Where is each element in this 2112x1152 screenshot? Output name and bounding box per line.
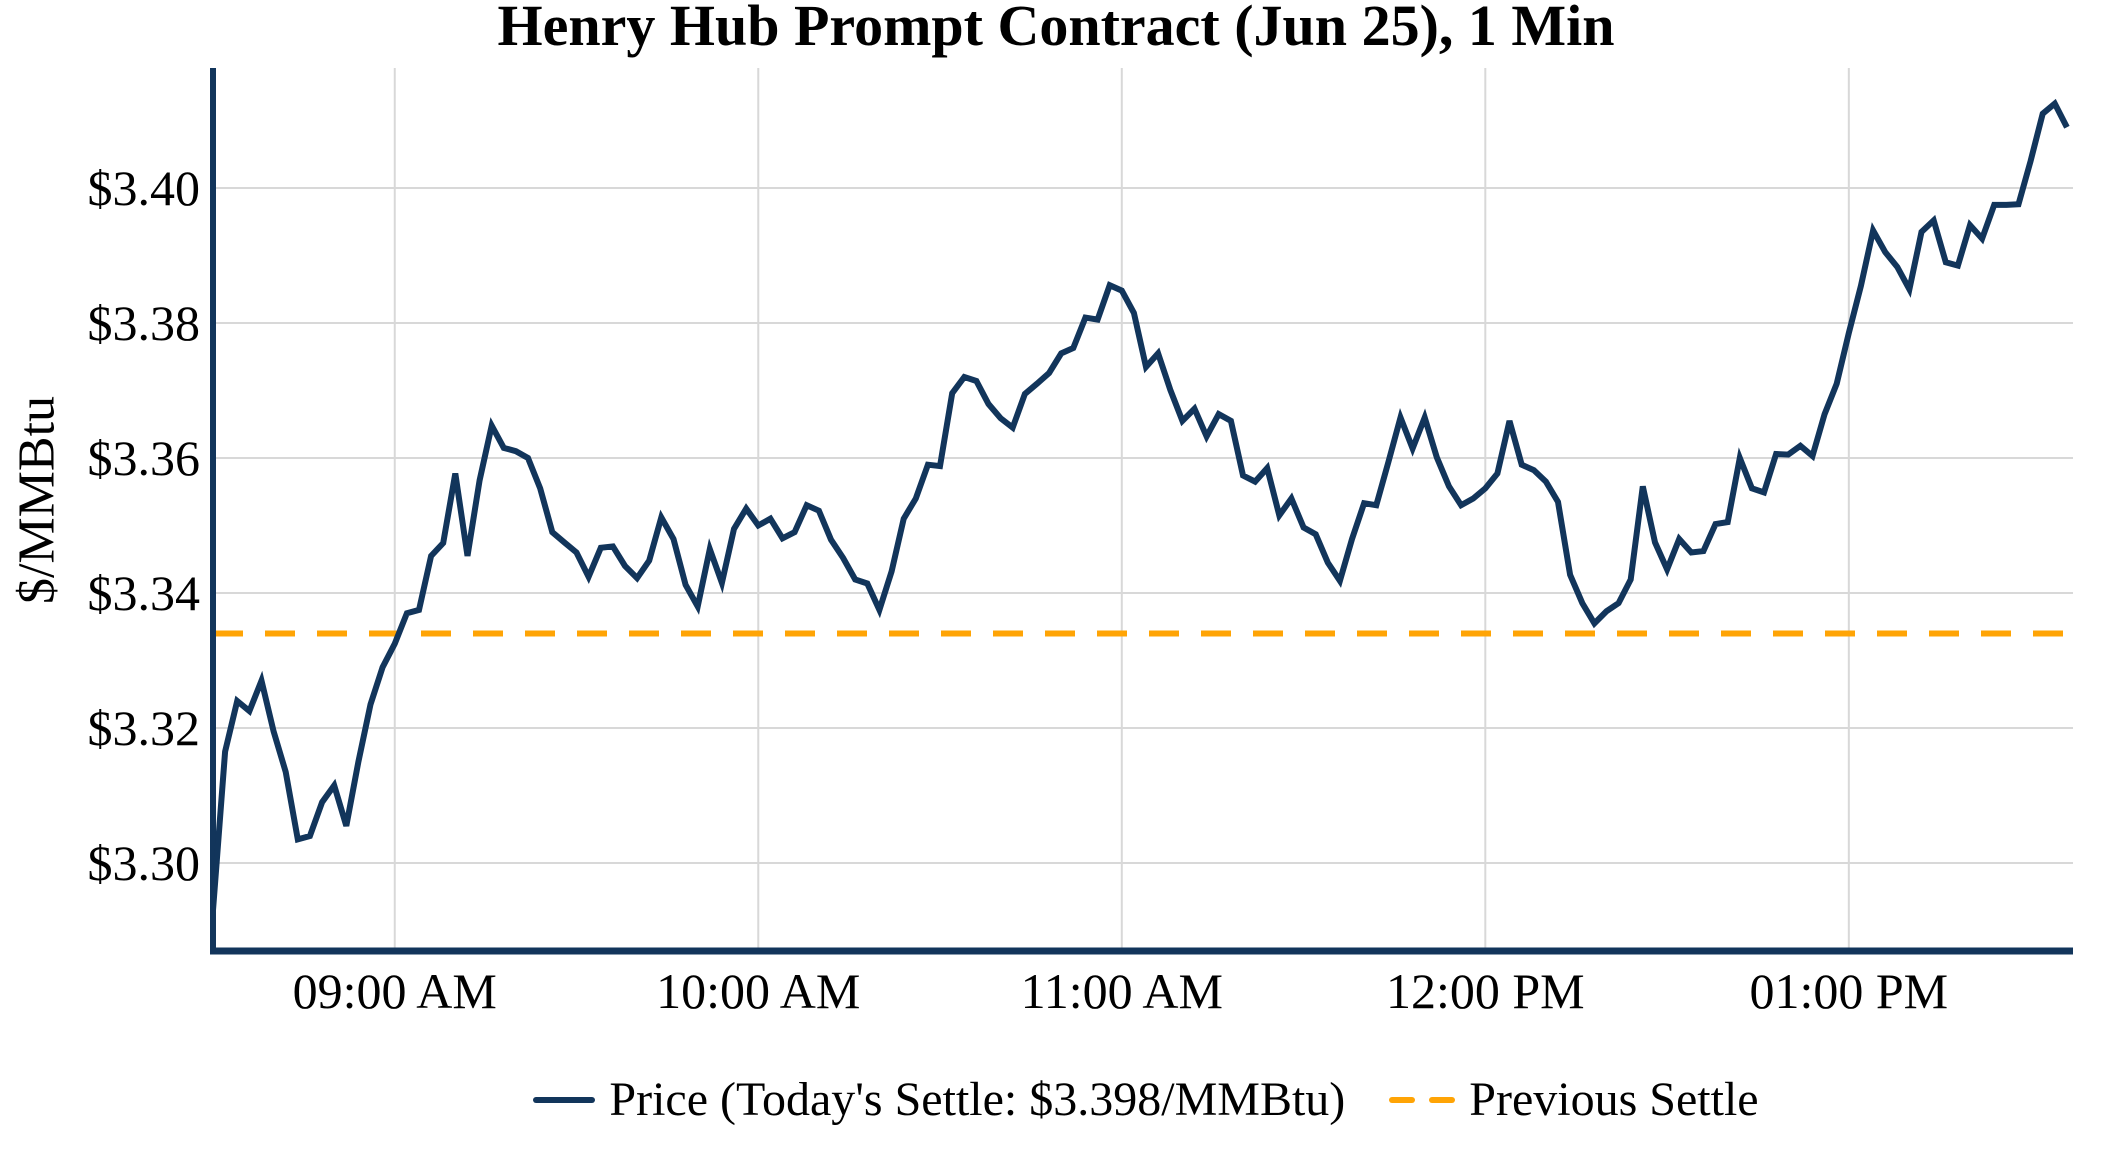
chart-title: Henry Hub Prompt Contract (Jun 25), 1 Mi… <box>497 0 1615 58</box>
x-tick-label: 10:00 AM <box>656 963 861 1019</box>
price-line-swatch-icon <box>533 1096 596 1103</box>
y-tick-label: $3.36 <box>87 430 201 486</box>
legend-previous-settle-label: Previous Settle <box>1469 1073 1759 1126</box>
chart-legend: Price (Today's Settle: $3.398/MMBtu) Pre… <box>90 1072 2112 1127</box>
y-tick-label: $3.40 <box>87 160 201 216</box>
y-tick-label: $3.34 <box>87 565 201 621</box>
dash-segment-icon <box>1389 1096 1416 1103</box>
x-tick-label: 12:00 PM <box>1385 963 1585 1019</box>
y-tick-label: $3.32 <box>87 700 201 756</box>
y-tick-label: $3.30 <box>87 835 201 891</box>
previous-settle-swatch-icon <box>1389 1096 1456 1103</box>
y-tick-label: $3.38 <box>87 295 201 351</box>
x-tick-label: 01:00 PM <box>1749 963 1949 1019</box>
legend-item-price: Price (Today's Settle: $3.398/MMBtu) <box>533 1072 1345 1127</box>
x-tick-label: 11:00 AM <box>1020 963 1223 1019</box>
price-line <box>210 98 2070 911</box>
dash-segment-icon <box>1429 1096 1456 1103</box>
x-tick-label: 09:00 AM <box>292 963 497 1019</box>
legend-price-label: Price (Today's Settle: $3.398/MMBtu) <box>609 1073 1346 1126</box>
legend-item-previous-settle: Previous Settle <box>1389 1072 1759 1127</box>
